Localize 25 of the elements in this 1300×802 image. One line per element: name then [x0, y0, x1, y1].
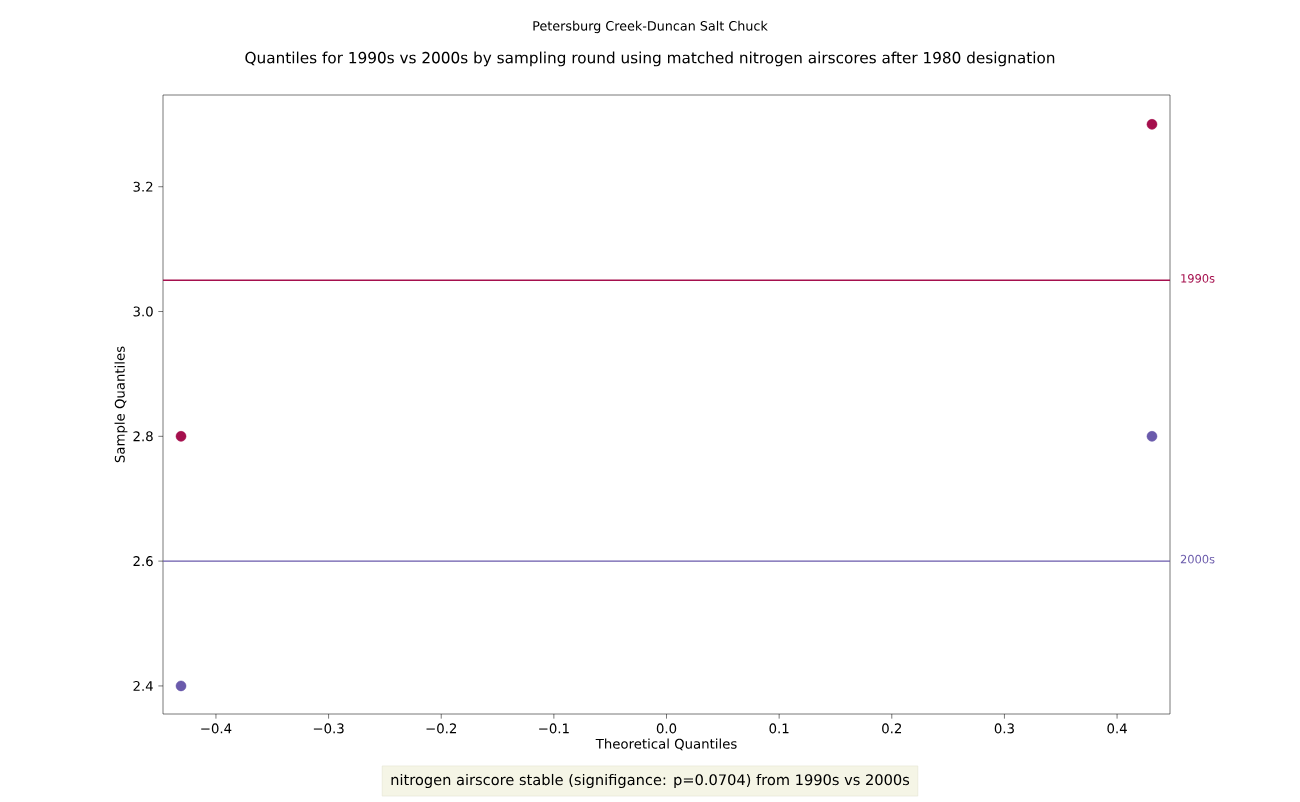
x-tick-label: 0.0 [656, 723, 677, 734]
ref-line-label: 1990s [1181, 274, 1215, 283]
x-tick-label: 0.4 [1107, 723, 1127, 734]
y-tick-label: 2.4 [133, 680, 153, 691]
x-tick-label: 0.2 [882, 723, 902, 734]
y-axis-title: Sample Quantiles [114, 346, 128, 463]
text: nitrogen airscore stable (signifigance: p=0.0704) from 1990s vs 2000s [391, 773, 910, 789]
chart-title: Quantiles for 1990s vs 2000s by sampling round using matched nitrogen airscores after 1980 designation [245, 51, 1055, 67]
y-tick-label: 2.8 [133, 431, 153, 442]
x-tick-label: −0.4 [201, 723, 232, 734]
y-tick-label: 3.0 [133, 306, 153, 317]
chart-subtitle: Petersburg Creek-Duncan Salt Chuck [533, 20, 768, 34]
x-tick-label: −0.1 [539, 723, 569, 734]
x-tick-label: −0.2 [426, 723, 457, 734]
point [175, 680, 187, 692]
y-tick-label: 2.6 [133, 556, 153, 567]
x-axis-title: Theoretical Quantiles [595, 738, 737, 751]
point [175, 431, 187, 442]
x-tick-label: 0.1 [769, 723, 789, 734]
x-tick-label: 0.3 [994, 723, 1014, 734]
point [1146, 119, 1158, 130]
ref-line-label: 2000s [1180, 554, 1215, 564]
y-tick-label: 3.2 [133, 181, 153, 192]
point [1146, 431, 1158, 442]
x-tick-label: −0.3 [313, 723, 344, 734]
